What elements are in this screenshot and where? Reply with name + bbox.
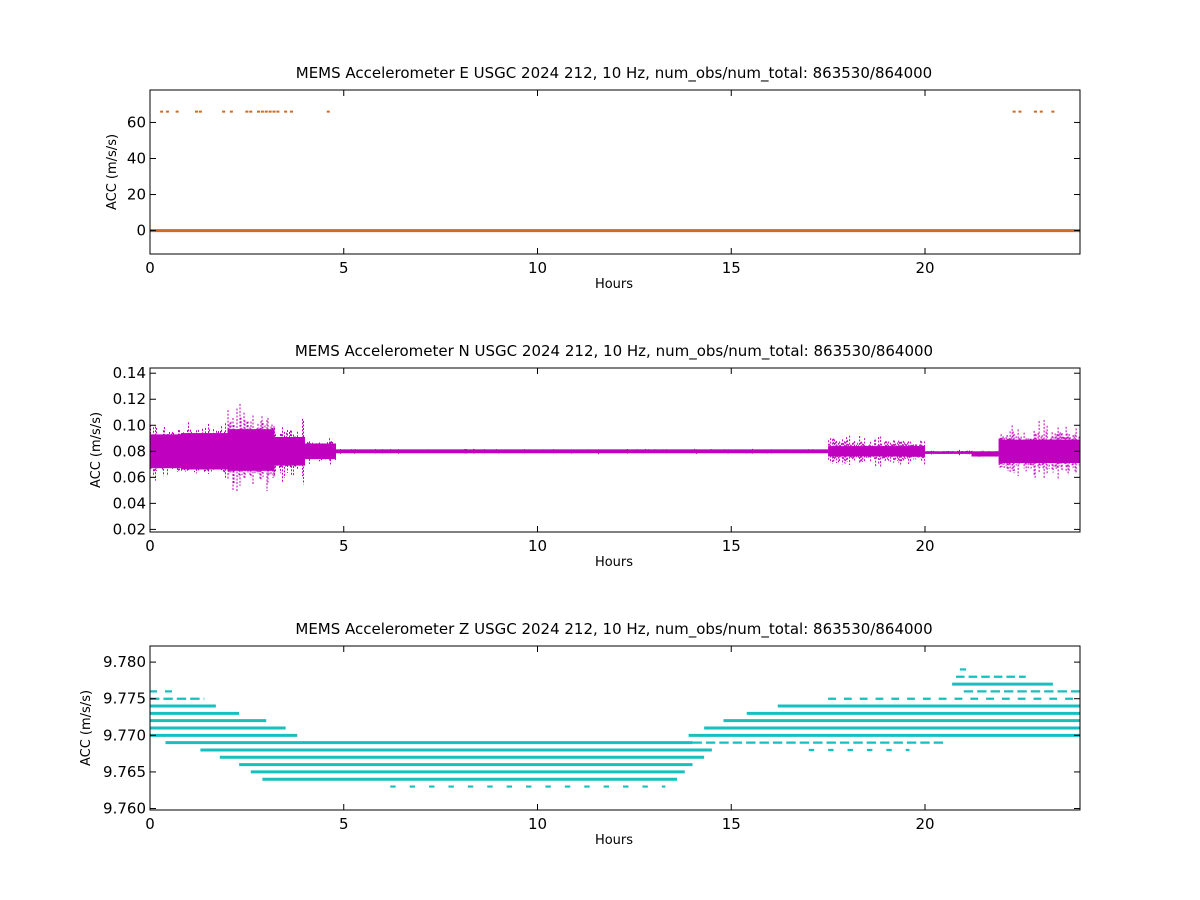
x-tick-label-n-2: 10 bbox=[528, 537, 547, 555]
x-tick-label-n-3: 15 bbox=[722, 537, 741, 555]
y-axis-label-z: ACC (m/s/s) bbox=[79, 690, 94, 766]
y-ticks-n: 0.02 0.04 0.06 0.08 0.10 0.12 0.14 bbox=[113, 364, 1080, 538]
x-tick-label-e-2: 10 bbox=[528, 259, 547, 277]
outlier-point-e-18 bbox=[1012, 110, 1016, 113]
x-tick-label-n-4: 20 bbox=[915, 537, 934, 555]
y-ticks-z: 9.760 9.765 9.770 9.775 9.780 bbox=[103, 653, 1080, 818]
outlier-point-e-1 bbox=[165, 110, 169, 113]
x-tick-label-z-0: 0 bbox=[145, 815, 155, 833]
outlier-point-e-4 bbox=[198, 110, 202, 113]
y-tick-label-n-5: 0.12 bbox=[113, 390, 146, 408]
plot-frame-e bbox=[149, 89, 1081, 255]
y-tick-label-z-3: 9.775 bbox=[103, 690, 146, 708]
outlier-point-e-19 bbox=[1018, 110, 1022, 113]
y-tick-label-z-4: 9.780 bbox=[103, 653, 146, 671]
outlier-point-e-2 bbox=[175, 110, 179, 113]
x-ticks-e: 0 5 10 15 20 bbox=[145, 90, 935, 277]
x-tick-label-n-0: 0 bbox=[145, 537, 155, 555]
outlier-point-e-15 bbox=[284, 110, 288, 113]
outlier-point-e-9 bbox=[257, 110, 260, 113]
x-tick-label-z-4: 20 bbox=[915, 815, 934, 833]
outlier-point-e-0 bbox=[160, 110, 164, 113]
outlier-point-e-14 bbox=[276, 110, 280, 113]
y-axis-label-e: ACC (m/s/s) bbox=[105, 134, 120, 210]
outlier-point-e-17 bbox=[326, 110, 330, 113]
outlier-point-e-8 bbox=[249, 110, 253, 113]
x-ticks-z: 0 5 10 15 20 bbox=[145, 646, 935, 833]
data-layer-n bbox=[150, 403, 1080, 492]
outlier-point-e-20 bbox=[1033, 110, 1037, 113]
y-tick-label-e-0: 0 bbox=[136, 222, 146, 240]
x-tick-label-e-1: 5 bbox=[339, 259, 349, 277]
y-ticks-e: 0 20 40 60 bbox=[127, 113, 1080, 240]
x-tick-label-e-4: 20 bbox=[915, 259, 934, 277]
x-ticks-n: 0 5 10 15 20 bbox=[145, 368, 935, 555]
plot-frame-z bbox=[149, 645, 1081, 811]
outlier-point-e-10 bbox=[260, 110, 264, 113]
y-tick-label-z-0: 9.760 bbox=[103, 800, 146, 818]
y-tick-label-z-1: 9.765 bbox=[103, 763, 146, 781]
x-tick-label-n-1: 5 bbox=[339, 537, 349, 555]
plot-frame-n bbox=[149, 367, 1081, 533]
y-tick-label-n-3: 0.08 bbox=[113, 442, 146, 460]
chart-panel-z: MEMS Accelerometer Z USGC 2024 212, 10 H… bbox=[79, 620, 1081, 848]
y-tick-label-n-2: 0.06 bbox=[113, 468, 146, 486]
outlier-point-e-16 bbox=[289, 110, 293, 113]
y-tick-label-n-6: 0.14 bbox=[113, 364, 146, 382]
y-tick-label-e-2: 40 bbox=[127, 149, 146, 167]
outlier-point-e-11 bbox=[264, 110, 268, 113]
chart-panel-e: MEMS Accelerometer E USGC 2024 212, 10 H… bbox=[105, 64, 1081, 292]
outlier-point-e-12 bbox=[268, 110, 272, 113]
y-tick-label-z-2: 9.770 bbox=[103, 726, 146, 744]
y-tick-label-n-1: 0.04 bbox=[113, 494, 146, 512]
outlier-point-e-3 bbox=[195, 110, 198, 113]
y-tick-label-n-4: 0.10 bbox=[113, 416, 146, 434]
x-tick-label-z-2: 10 bbox=[528, 815, 547, 833]
chart-title-n: MEMS Accelerometer N USGC 2024 212, 10 H… bbox=[295, 342, 933, 361]
outlier-point-e-7 bbox=[245, 110, 249, 113]
y-tick-label-n-0: 0.02 bbox=[113, 520, 146, 538]
chart-panel-n: MEMS Accelerometer N USGC 2024 212, 10 H… bbox=[89, 342, 1081, 570]
y-tick-label-e-1: 20 bbox=[127, 186, 146, 204]
x-axis-label-n: Hours bbox=[595, 555, 633, 570]
x-axis-label-e: Hours bbox=[595, 277, 633, 292]
x-tick-label-e-0: 0 bbox=[145, 259, 155, 277]
data-layer-e bbox=[150, 110, 1080, 233]
outlier-point-e-6 bbox=[229, 110, 233, 113]
outlier-point-e-22 bbox=[1051, 110, 1055, 113]
outlier-point-e-13 bbox=[272, 110, 276, 113]
x-tick-label-z-1: 5 bbox=[339, 815, 349, 833]
y-tick-label-e-3: 60 bbox=[127, 113, 146, 131]
x-axis-label-z: Hours bbox=[595, 833, 633, 848]
x-tick-label-z-3: 15 bbox=[722, 815, 741, 833]
outlier-point-e-5 bbox=[222, 110, 226, 113]
outlier-point-e-21 bbox=[1039, 110, 1043, 113]
chart-title-e: MEMS Accelerometer E USGC 2024 212, 10 H… bbox=[296, 64, 932, 83]
x-tick-label-e-3: 15 bbox=[722, 259, 741, 277]
y-axis-label-n: ACC (m/s/s) bbox=[89, 412, 104, 488]
data-layer-z bbox=[150, 668, 1080, 788]
chart-title-z: MEMS Accelerometer Z USGC 2024 212, 10 H… bbox=[295, 620, 932, 639]
